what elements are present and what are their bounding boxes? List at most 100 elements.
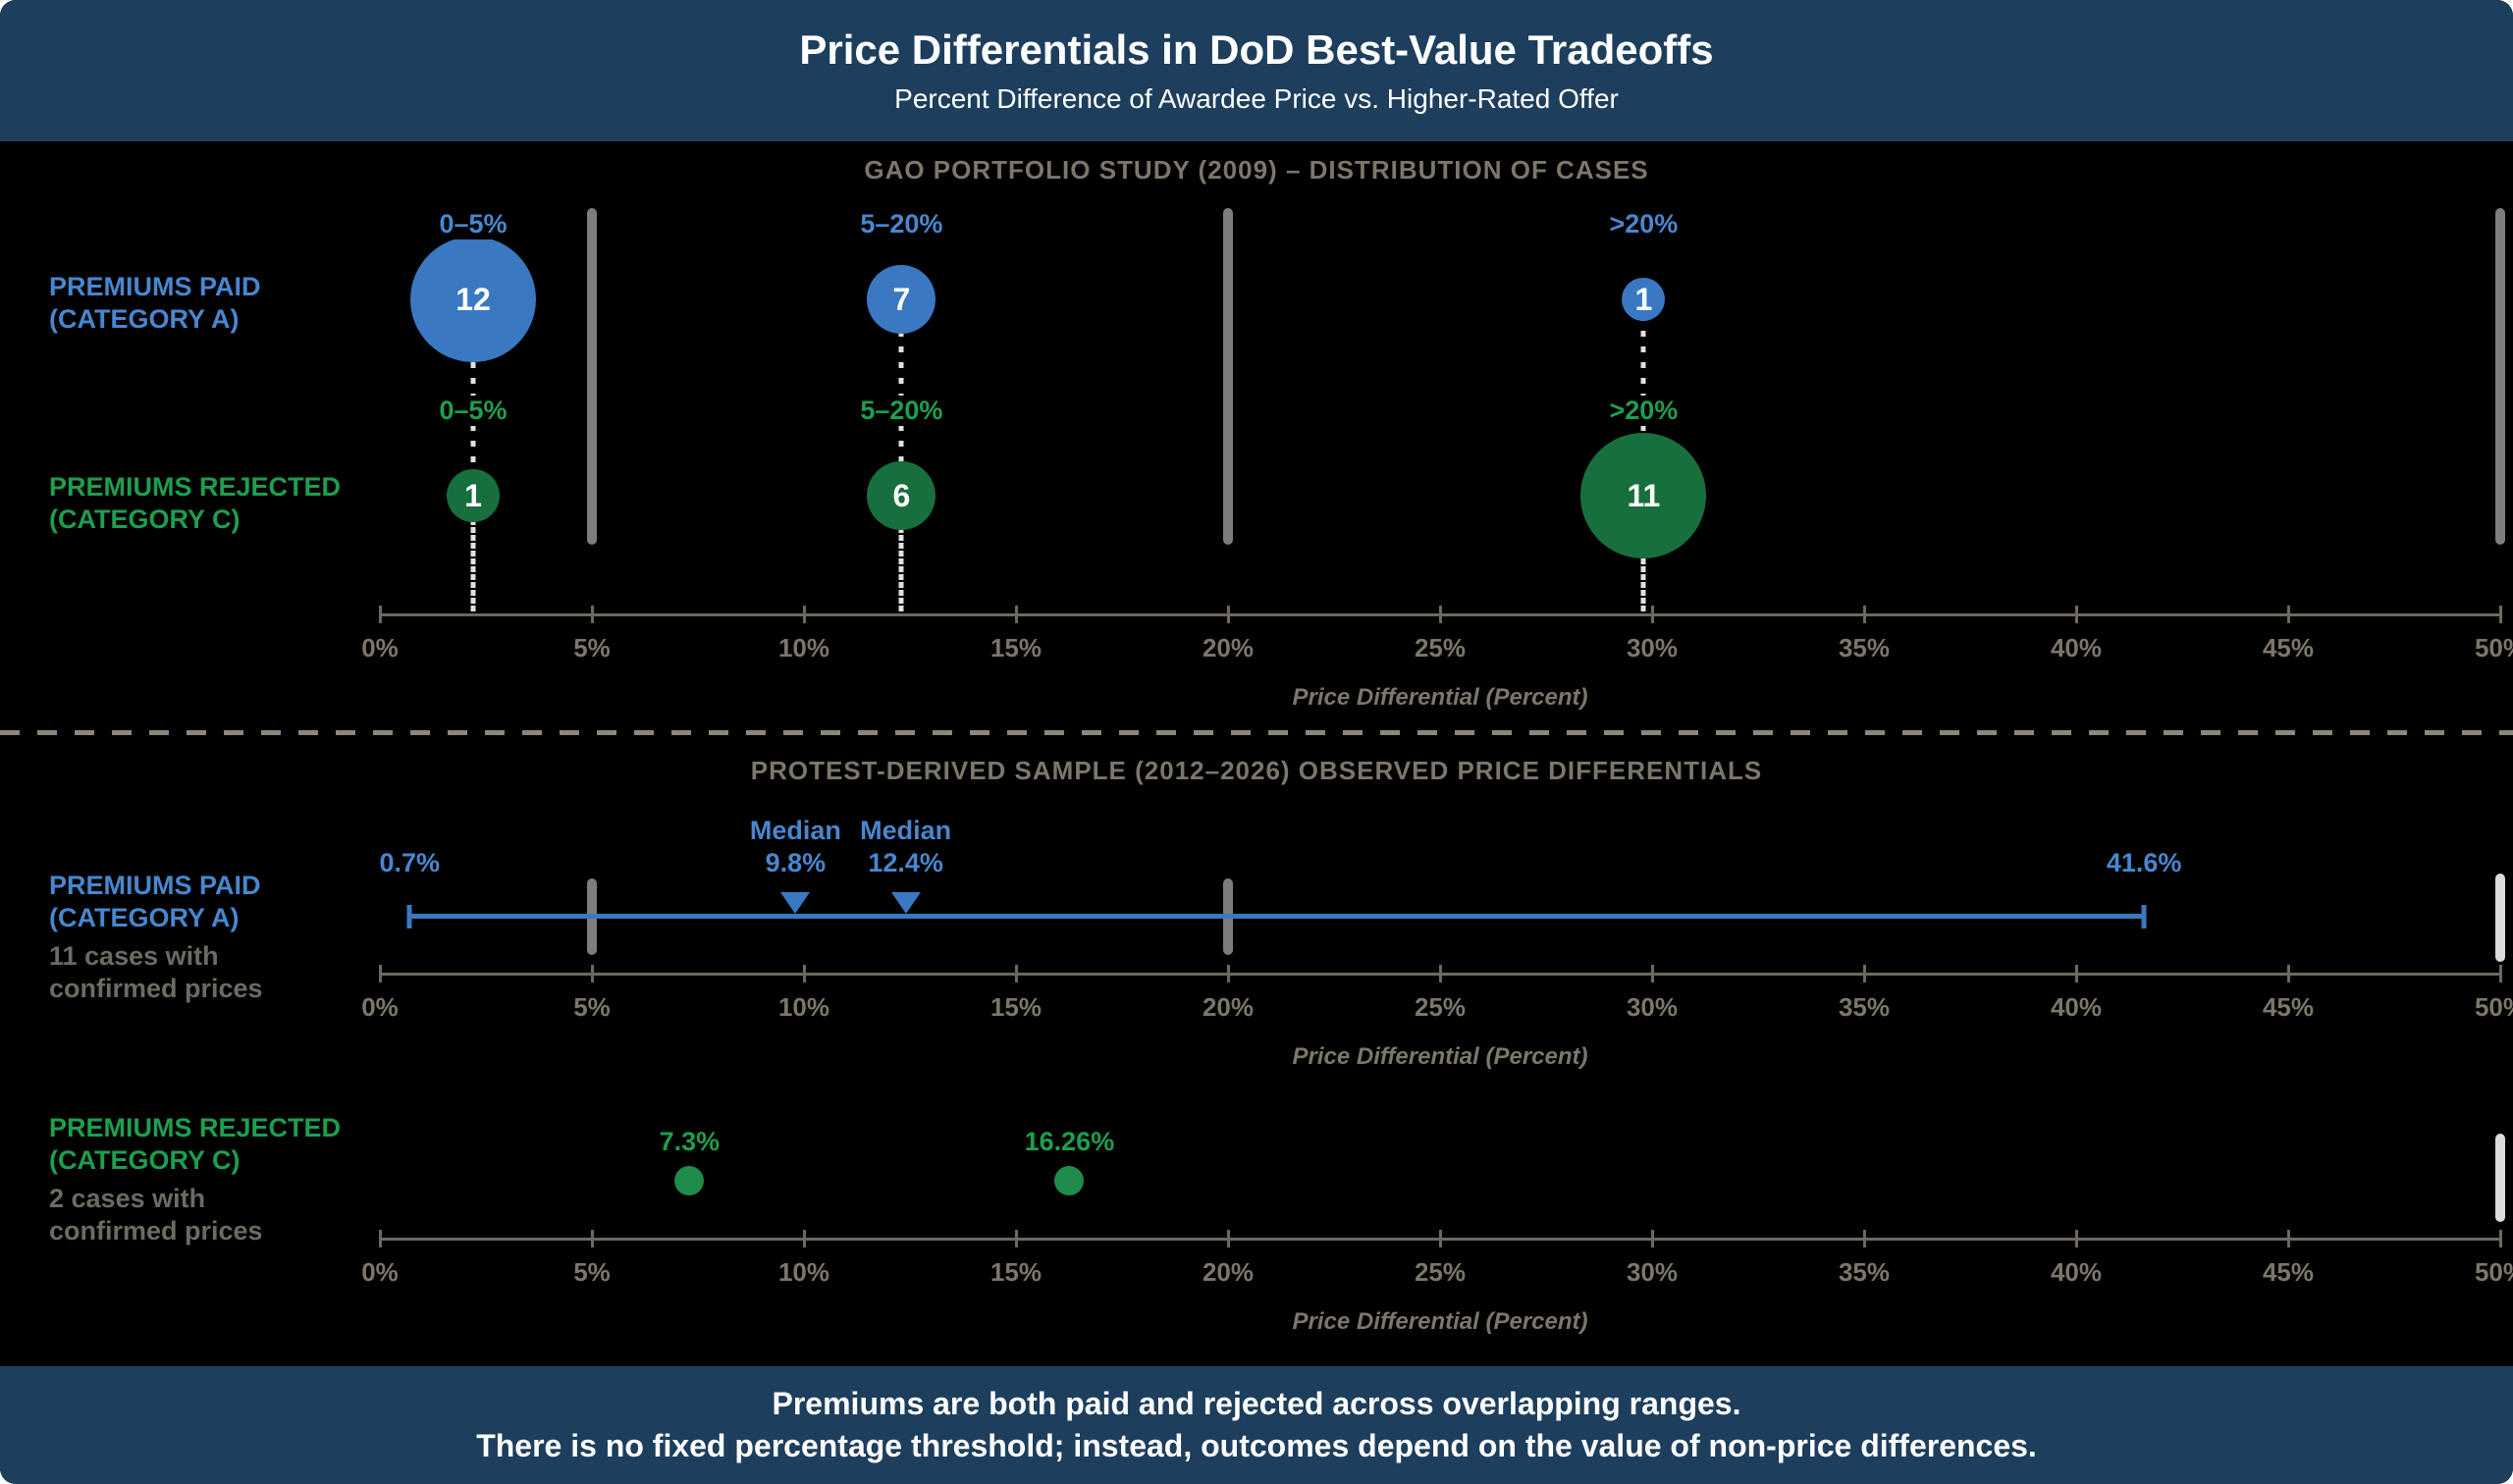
protest-section-title: PROTEST-DERIVED SAMPLE (2012–2026) OBSER… [750, 756, 1763, 785]
tick-mark [2075, 1230, 2078, 1247]
tick-mark [2075, 965, 2078, 982]
tick-label: 15% [989, 992, 1043, 1022]
tick-mark [2287, 965, 2290, 982]
axis-caption: Price Differential (Percent) [1292, 684, 1588, 711]
tick-mark [1863, 965, 1866, 982]
bubble-count: 1 [1634, 281, 1653, 317]
divider-bar-5pct [587, 208, 597, 545]
connector-rejected-5-20 [898, 496, 904, 613]
gao-bubble-plot: 12 7 1 1 6 11 0–5% 5–20% >20% 0–5% 5–20%… [380, 201, 2505, 613]
page-title: Price Differentials in DoD Best-Value Tr… [799, 26, 1714, 73]
tick-mark [1227, 1230, 1230, 1247]
row-label-premiums-rejected-c: PREMIUMS REJECTED (CATEGORY C) [49, 471, 341, 536]
bubble-rejected-gt20: 11 [1580, 433, 1707, 558]
row-label-line2: (CATEGORY C) [49, 504, 241, 534]
tick-mark [1227, 606, 1230, 623]
header: Price Differentials in DoD Best-Value Tr… [0, 0, 2513, 141]
tick-mark [1439, 1230, 1442, 1247]
tick-label: 20% [1202, 992, 1255, 1022]
median-triangle-icon [890, 892, 921, 914]
tick-mark [1015, 606, 1018, 623]
tick-mark [2287, 1230, 2290, 1247]
tick-label: 40% [2050, 992, 2103, 1022]
row-label-line1: PREMIUMS REJECTED [49, 472, 342, 502]
footer: Premiums are both paid and rejected acro… [0, 1366, 2513, 1484]
row-label-protest-rejected: PREMIUMS REJECTED (CATEGORY C) 2 cases w… [49, 1112, 341, 1247]
tick-mark [379, 1230, 382, 1247]
protest-paid-plot: 0.7% 41.6% Median 9.8% Median 12.4% [379, 805, 2505, 973]
divider-bar-50pct [2495, 208, 2505, 545]
tick-label: 15% [989, 1257, 1043, 1287]
bubble-count: 12 [455, 281, 491, 317]
tick-label: 30% [1626, 1257, 1679, 1287]
tick-mark [2499, 606, 2502, 623]
bin-label-paid-5-20: 5–20% [854, 209, 949, 239]
rejected-point-dot-1 [674, 1166, 705, 1195]
tick-mark [1015, 1230, 1018, 1247]
tick-label: 5% [573, 992, 611, 1022]
median-triangle-icon [780, 892, 811, 914]
protest-rejected-plot: 7.3% 16.26% [380, 1119, 2505, 1238]
tick-mark [2075, 606, 2078, 623]
tick-mark [803, 1230, 806, 1247]
rejected-point-dot-2 [1054, 1166, 1085, 1195]
bubble-paid-5-20: 7 [867, 265, 936, 334]
divider-bar-50pct [2495, 1134, 2505, 1222]
bubble-paid-gt20: 1 [1622, 278, 1666, 321]
range-min-label: 0.7% [379, 848, 441, 877]
tick-label: 10% [777, 1257, 830, 1287]
tick-label: 45% [2262, 1257, 2315, 1287]
tick-mark [803, 965, 806, 982]
median-word: Median [749, 816, 841, 845]
tick-label: 50% [2474, 633, 2513, 662]
rejected-point-label-2: 16.26% [1024, 1127, 1115, 1156]
tick-label: 25% [1414, 992, 1467, 1022]
median-marker-label-1: Median 9.8% [750, 815, 841, 879]
tick-label: 35% [1838, 992, 1891, 1022]
tick-label: 10% [777, 992, 830, 1022]
note-line1: 2 cases with [49, 1184, 206, 1213]
bubble-paid-0-5: 12 [410, 237, 537, 362]
tick-label: 10% [777, 633, 830, 662]
median-value: 12.4% [868, 848, 943, 877]
tick-mark [1439, 965, 1442, 982]
tick-mark [2499, 965, 2502, 982]
row-label-line2: (CATEGORY A) [49, 304, 240, 334]
tick-label: 30% [1626, 633, 1679, 662]
bubble-count: 11 [1627, 477, 1661, 513]
row-label-line2: (CATEGORY A) [49, 903, 240, 932]
bubble-count: 7 [892, 281, 911, 317]
tick-label: 25% [1414, 1257, 1467, 1287]
bin-label-paid-gt20: >20% [1603, 209, 1684, 239]
tick-label: 5% [573, 633, 611, 662]
case-count-note: 11 cases with confirmed prices [49, 940, 263, 1005]
tick-label: 35% [1838, 633, 1891, 662]
section-separator [0, 730, 2513, 735]
range-max-label: 41.6% [2106, 848, 2182, 877]
tick-mark [379, 965, 382, 982]
tick-label: 30% [1626, 992, 1679, 1022]
range-cap-min [406, 905, 412, 928]
connector-rejected-0-5 [470, 496, 476, 613]
divider-bar-50pct [2495, 874, 2505, 962]
tick-label: 35% [1838, 1257, 1891, 1287]
median-word: Median [860, 816, 952, 845]
bin-label-rejected-5-20: 5–20% [854, 396, 949, 426]
tick-mark [1651, 606, 1654, 623]
row-label-line1: PREMIUMS PAID [49, 272, 261, 301]
tick-label: 0% [361, 633, 399, 662]
range-cap-max [2141, 905, 2147, 928]
row-label-line1: PREMIUMS PAID [49, 871, 261, 900]
tick-label: 20% [1202, 1257, 1255, 1287]
tick-mark [591, 606, 594, 623]
tick-mark [1651, 1230, 1654, 1247]
bin-label-paid-0-5: 0–5% [433, 209, 513, 239]
tick-mark [1439, 606, 1442, 623]
tick-mark [1863, 1230, 1866, 1247]
footer-line1: Premiums are both paid and rejected acro… [772, 1386, 1741, 1421]
bubble-count: 6 [892, 477, 911, 513]
bubble-rejected-5-20: 6 [867, 461, 936, 530]
bin-label-rejected-gt20: >20% [1603, 396, 1684, 426]
tick-label: 40% [2050, 633, 2103, 662]
